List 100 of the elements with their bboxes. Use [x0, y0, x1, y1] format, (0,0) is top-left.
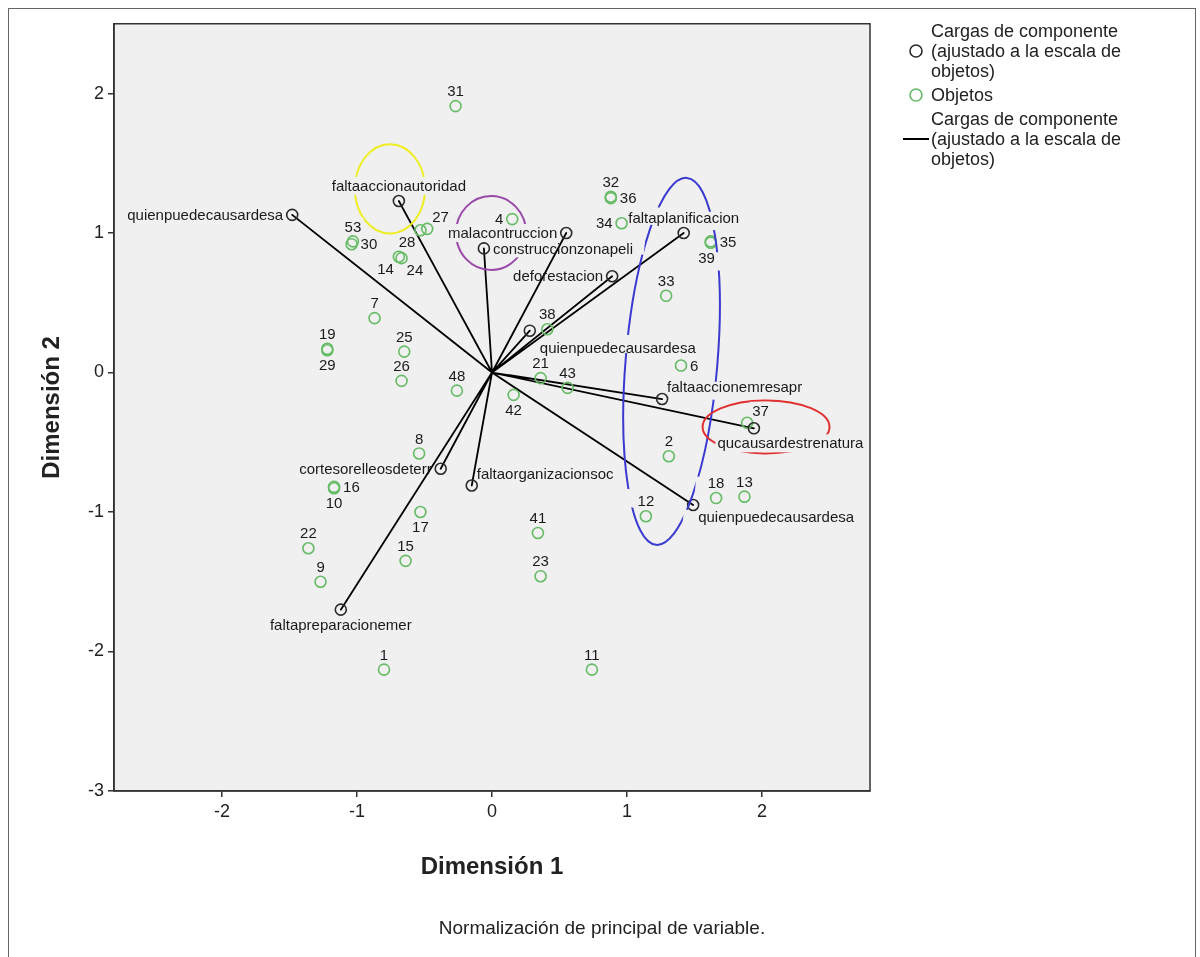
point	[450, 384, 464, 397]
annotation: 39	[698, 248, 715, 266]
point	[377, 663, 391, 676]
point	[392, 194, 406, 208]
annotation: 22	[300, 524, 317, 542]
annotation: 11	[584, 645, 600, 663]
point	[395, 374, 408, 388]
point	[655, 392, 669, 406]
y-tick-label: -3	[87, 779, 104, 800]
point	[559, 226, 573, 240]
annotation: 13	[736, 472, 753, 490]
y-tick-label: 2	[93, 82, 104, 103]
point	[314, 575, 327, 589]
annotation: 29	[318, 356, 336, 374]
point	[420, 222, 434, 236]
annotation: 28	[398, 233, 416, 251]
point	[523, 324, 537, 337]
annotation: 42	[505, 400, 522, 418]
annotation: faltaplanificacion	[628, 209, 740, 227]
annotation: faltaaccionautoridad	[331, 177, 466, 195]
point	[334, 603, 348, 616]
point	[662, 449, 676, 463]
point	[531, 526, 545, 540]
x-tick-label: -2	[213, 800, 231, 821]
x-tick-label: 1	[621, 800, 633, 821]
y-tick-label: -2	[87, 640, 104, 661]
point	[585, 663, 599, 676]
annotation: 9	[316, 557, 325, 575]
annotation: 37	[752, 401, 769, 419]
annotation: 19	[318, 324, 336, 342]
annotation: 8	[414, 429, 424, 447]
point	[434, 462, 447, 476]
annotation: 34	[595, 214, 613, 232]
annotation: 27	[432, 207, 449, 225]
annotation: quienpuedecausardesa	[127, 206, 284, 224]
point	[477, 242, 491, 255]
point	[397, 345, 411, 358]
y-tick-label: -1	[87, 500, 104, 521]
point	[659, 289, 673, 303]
annotation: 38	[539, 305, 556, 323]
annotation: 26	[393, 357, 410, 375]
annotation: 6	[690, 356, 699, 374]
annotation: 53	[344, 217, 362, 235]
annotation: 2	[664, 432, 674, 450]
annotation: 41	[529, 509, 547, 527]
text: Normalización de principal de variable.	[437, 917, 767, 939]
point	[541, 322, 554, 336]
annotation: 31	[447, 82, 464, 100]
legend-label: Cargas de componente (ajustado a la escala de objetos)	[930, 21, 1123, 81]
point	[534, 569, 547, 583]
point	[449, 99, 462, 113]
annotation: 30	[360, 235, 378, 253]
point	[740, 416, 754, 430]
x-tick-label: 2	[756, 800, 768, 821]
annotation: 1	[379, 645, 389, 663]
point	[615, 216, 628, 230]
annotation: faltapreparacionemer	[269, 615, 412, 633]
annotation: 15	[397, 536, 414, 554]
x-tick-label: -1	[348, 800, 366, 821]
point	[605, 269, 619, 283]
point	[561, 381, 574, 395]
annotation: quienpuedecausardesa	[698, 508, 855, 526]
point	[465, 479, 479, 492]
annotation: 25	[395, 327, 413, 345]
annotation: 36	[619, 189, 637, 207]
point	[368, 311, 381, 325]
point	[412, 447, 426, 460]
annotation: 33	[657, 271, 675, 289]
annotation: 7	[370, 294, 379, 312]
point	[414, 223, 427, 237]
point	[639, 509, 653, 523]
point	[534, 371, 547, 385]
annotation: faltaorganizacionsoc	[476, 464, 614, 482]
annotation: 10	[325, 494, 343, 512]
annotation: 14	[377, 259, 394, 277]
y-axis-title: Dimensión 2	[37, 336, 65, 479]
annotation: 32	[602, 172, 620, 190]
point	[507, 388, 520, 402]
annotation: 17	[412, 518, 429, 536]
point	[747, 422, 761, 435]
point	[674, 359, 688, 372]
annotation: 12	[637, 492, 655, 510]
y-tick-label: 0	[93, 361, 104, 382]
point	[399, 554, 412, 568]
annotation: 16	[343, 478, 360, 496]
annotation: qucausardestrenatura	[717, 434, 864, 452]
point	[505, 212, 519, 226]
annotation: faltaaccionemresapr	[667, 378, 803, 396]
y-tick-label: 1	[93, 222, 104, 243]
point	[414, 505, 427, 519]
annotation: cortesorelleosdeterr	[299, 459, 432, 477]
point	[285, 208, 299, 222]
point	[302, 541, 315, 555]
annotation: 35	[719, 232, 737, 250]
legend-label: Objetos	[930, 85, 995, 105]
annotation: quienpuedecausardesa	[539, 338, 697, 356]
point	[709, 491, 723, 505]
x-axis-title: Dimensión 1	[420, 852, 564, 880]
annotation: 23	[532, 552, 549, 570]
annotation: 18	[707, 474, 725, 492]
